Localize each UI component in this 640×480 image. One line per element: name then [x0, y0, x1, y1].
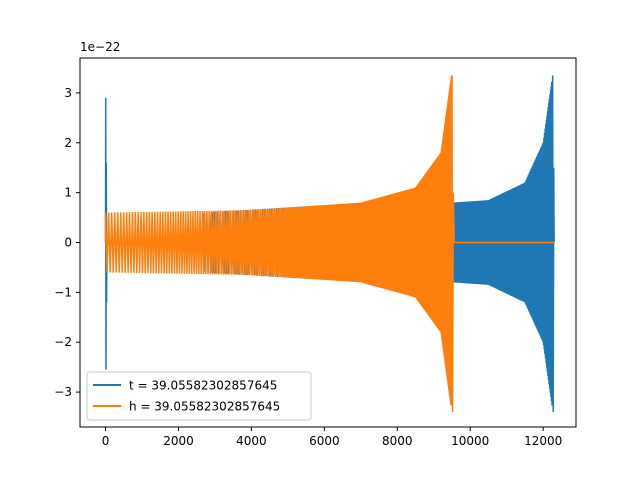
legend-label: h = 39.05582302857645 — [129, 400, 280, 414]
y-tick-label: 3 — [64, 86, 72, 100]
legend-label: t = 39.05582302857645 — [129, 379, 277, 393]
x-axis: 0 2000 4000 6000 8000 10000 12000 — [102, 427, 562, 448]
x-tick-label: 8000 — [382, 434, 413, 448]
y-tick-label: −2 — [54, 335, 72, 349]
y-offset-label: 1e−22 — [80, 40, 120, 54]
y-tick-label: −1 — [54, 285, 72, 299]
x-tick-label: 0 — [102, 434, 110, 448]
y-tick-label: −3 — [54, 385, 72, 399]
legend: t = 39.05582302857645 h = 39.055823028576… — [86, 371, 312, 421]
legend-box — [86, 371, 312, 421]
x-tick-label: 10000 — [451, 434, 489, 448]
x-tick-label: 2000 — [163, 434, 194, 448]
y-tick-label: 2 — [64, 136, 72, 150]
y-tick-label: 0 — [64, 236, 72, 250]
x-tick-label: 6000 — [309, 434, 340, 448]
x-tick-label: 12000 — [524, 434, 562, 448]
y-tick-label: 1 — [64, 186, 72, 200]
y-axis: 3 2 1 0 −1 −2 −3 — [54, 86, 80, 399]
x-tick-label: 4000 — [236, 434, 267, 448]
